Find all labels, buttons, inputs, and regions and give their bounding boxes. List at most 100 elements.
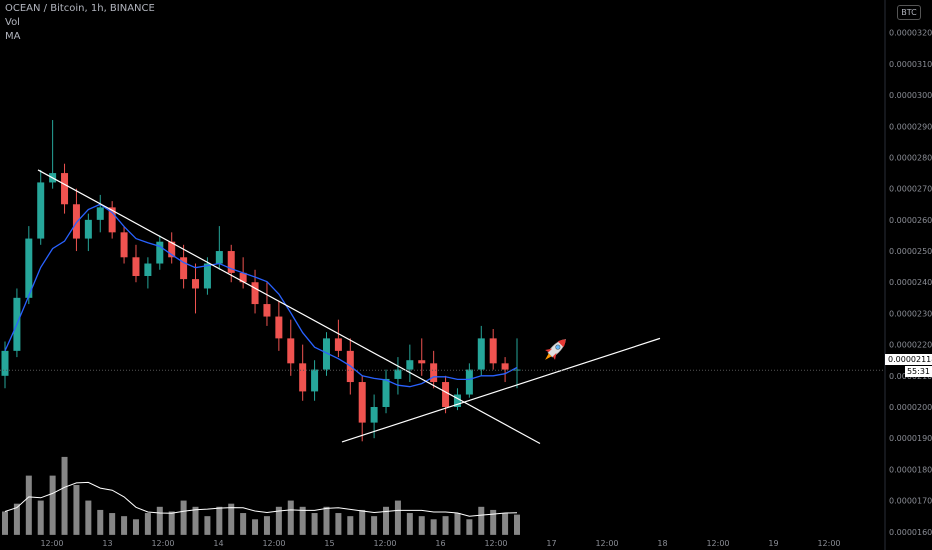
volume-bar — [418, 516, 425, 535]
volume-bar — [287, 500, 294, 535]
volume-bar — [156, 506, 163, 535]
candle-body — [156, 241, 164, 264]
volume-bar — [502, 513, 509, 535]
volume-bar — [466, 519, 473, 535]
volume-bar — [359, 509, 366, 535]
candle-body — [251, 282, 259, 305]
candle-body — [287, 338, 295, 364]
candle-body — [465, 369, 473, 395]
volume-bar — [478, 506, 485, 535]
candle-body — [120, 232, 128, 258]
candle-body — [203, 263, 211, 289]
candle-body — [489, 338, 497, 364]
x-tick-label: 14 — [213, 539, 223, 548]
y-tick-label: 0.00001600 — [889, 528, 932, 537]
volume-bar — [383, 506, 390, 535]
symbol-legend: OCEAN / Bitcoin, 1h, BINANCE — [5, 3, 155, 14]
volume-bar — [323, 506, 330, 535]
candle-body — [168, 241, 176, 258]
bar-countdown-tag: 55:31 — [905, 366, 932, 377]
candle-body — [501, 363, 509, 370]
volume-bar — [394, 500, 401, 535]
volume-bar — [13, 503, 20, 535]
candle-body — [132, 257, 140, 276]
volume-bar — [430, 519, 437, 535]
volume-bar — [192, 506, 199, 535]
volume-bar — [406, 513, 413, 535]
candle-body — [370, 407, 378, 423]
volume-bar — [347, 516, 354, 535]
x-tick-label: 12:00 — [595, 539, 618, 548]
volume-ma-line — [4, 481, 518, 517]
volume-bar — [228, 503, 235, 535]
candle-body — [227, 251, 235, 273]
candle-body — [334, 338, 342, 351]
volume-bar — [216, 506, 223, 535]
candle-body — [358, 382, 366, 423]
candle-body — [394, 369, 402, 379]
candle-body — [311, 369, 319, 392]
candle-body — [382, 378, 390, 407]
candle-body — [477, 338, 485, 370]
volume-bar — [240, 513, 247, 535]
volume-bar — [299, 506, 306, 535]
x-tick-label: 12:00 — [40, 539, 63, 548]
candle-body — [108, 207, 116, 233]
volume-bar — [144, 513, 151, 535]
candle-body — [72, 204, 80, 239]
support-trendline — [341, 337, 661, 443]
x-tick-label: 15 — [324, 539, 334, 548]
candle-body — [1, 350, 9, 376]
x-tick-label: 12:00 — [262, 539, 285, 548]
resistance-trendline — [37, 169, 541, 445]
volume-bar — [168, 511, 175, 535]
ma-legend: MA — [5, 31, 21, 42]
candle-body — [406, 360, 414, 370]
currency-badge[interactable]: BTC — [897, 5, 921, 20]
volume-bar — [371, 516, 378, 535]
candle-body — [453, 394, 461, 407]
volume-bar — [180, 500, 187, 535]
volume-bar — [85, 500, 92, 535]
candle-body — [239, 272, 247, 283]
x-tick-label: 12:00 — [151, 539, 174, 548]
volume-bar — [490, 509, 497, 535]
volume-bar — [2, 511, 8, 535]
x-tick-label: 16 — [435, 539, 445, 548]
candle-body — [215, 251, 223, 264]
last-price-tag: 0.00002118 — [885, 354, 932, 365]
candle-body — [37, 182, 45, 239]
volume-bar — [132, 519, 139, 535]
candle-body — [61, 173, 69, 205]
candle-body — [442, 382, 450, 407]
volume-bar — [252, 519, 259, 535]
volume-bar — [37, 500, 44, 535]
candle-body — [180, 257, 188, 280]
candle-body — [25, 238, 33, 298]
x-tick-label: 12:00 — [373, 539, 396, 548]
x-tick-label: 12:00 — [484, 539, 507, 548]
candle-body — [322, 338, 330, 370]
rocket-icon — [545, 339, 566, 360]
volume-bar — [311, 513, 318, 535]
candle-body — [430, 363, 438, 383]
volume-bar — [263, 516, 270, 535]
volume-bar — [109, 513, 116, 535]
volume-bar — [335, 513, 342, 535]
x-tick-label: 19 — [768, 539, 778, 548]
candle-body — [418, 360, 426, 364]
volume-bar — [454, 513, 461, 535]
